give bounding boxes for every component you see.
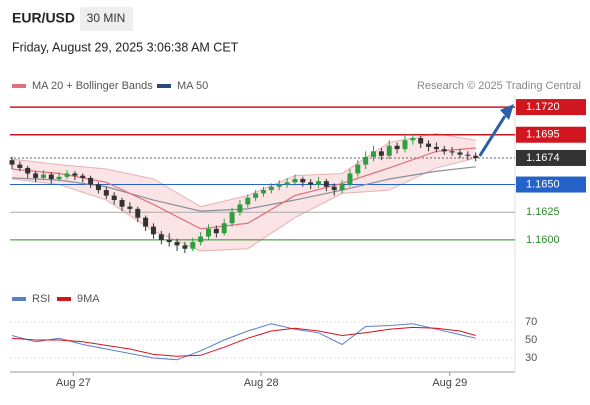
candle-body <box>48 174 54 179</box>
rsi-legend-label: RSI <box>32 293 50 305</box>
candle-body <box>268 186 274 191</box>
candle-body <box>363 156 369 165</box>
level-label: 1.1695 <box>526 129 560 141</box>
candle-body <box>331 186 337 191</box>
candle-body <box>402 140 408 150</box>
candle-body <box>378 151 384 156</box>
candle-body <box>261 190 266 194</box>
candle-body <box>410 138 416 141</box>
candle-body <box>323 181 329 187</box>
candle-body <box>221 223 227 234</box>
candle-body <box>347 173 353 185</box>
rsi-legend-label: 9MA <box>77 293 100 305</box>
datetime: Friday, August 29, 2025 3:06:38 AM CET <box>12 40 239 54</box>
candle-body <box>229 212 235 224</box>
candle-body <box>190 242 196 249</box>
level-box <box>516 126 586 143</box>
candle-body <box>316 181 322 185</box>
candle-body <box>355 164 361 174</box>
candle-body <box>80 175 86 178</box>
candle-body <box>245 197 251 205</box>
candle-body <box>119 200 125 207</box>
candle-body <box>33 173 39 178</box>
candle-body <box>292 179 298 183</box>
rsi-line <box>11 323 476 361</box>
candle-body <box>339 184 345 191</box>
bollinger-edge <box>11 157 476 252</box>
candle-body <box>418 138 424 144</box>
candle-body <box>166 239 172 243</box>
rsi-tick-label: 30 <box>525 352 537 364</box>
interval-box <box>80 7 133 31</box>
rsi-legend-swatch <box>12 297 26 301</box>
rsi-legend-swatch <box>57 297 71 301</box>
candle-body <box>72 173 78 176</box>
interval: 30 MIN <box>87 11 126 25</box>
candle-body <box>386 145 392 156</box>
forecast-arrow <box>478 115 507 157</box>
candle-body <box>17 164 23 168</box>
candle-body <box>143 217 149 227</box>
candle-body <box>135 208 141 218</box>
candle-body <box>237 204 243 213</box>
candle-body <box>276 184 282 187</box>
rsi-tick-label: 50 <box>525 334 537 346</box>
candle-body <box>205 228 211 237</box>
candle-body <box>457 152 463 155</box>
symbol: EUR/USD <box>12 10 75 26</box>
candle-body <box>213 228 219 234</box>
level-box <box>516 99 586 116</box>
level-label: 1.1674 <box>526 152 560 164</box>
level-label: 1.1650 <box>526 178 560 190</box>
candle-body <box>88 177 94 185</box>
candle-body <box>441 149 447 152</box>
candle-body <box>449 151 455 153</box>
candle-body <box>473 155 479 158</box>
level-label: 1.1720 <box>526 101 560 113</box>
candle-body <box>158 234 164 240</box>
candle-body <box>394 145 400 150</box>
rsi-line <box>11 326 476 357</box>
legend-label: MA 20 + Bollinger Bands <box>32 80 153 92</box>
candle-body <box>433 146 439 150</box>
candle-body <box>182 245 188 249</box>
legend-swatch <box>12 84 26 88</box>
level-label: 1.1625 <box>526 206 560 218</box>
bollinger-band <box>12 133 476 251</box>
x-tick-label: Aug 28 <box>244 377 279 389</box>
candle-body <box>25 167 31 174</box>
candle-body <box>127 206 133 209</box>
candle-body <box>371 151 377 157</box>
candle-body <box>40 174 46 178</box>
candle-body <box>426 143 432 147</box>
candle-body <box>308 182 314 185</box>
x-tick-label: Aug 27 <box>56 377 91 389</box>
credit: Research © 2025 Trading Central <box>417 80 581 92</box>
rsi-tick-label: 70 <box>525 316 537 328</box>
level-box <box>516 176 586 193</box>
candle-body <box>111 195 117 201</box>
level-label: 1.1600 <box>526 234 560 246</box>
candle-body <box>9 160 15 165</box>
candle-body <box>300 179 306 183</box>
candle-body <box>284 182 290 185</box>
candle-body <box>465 154 471 156</box>
candle-body <box>95 184 101 191</box>
candle-body <box>150 226 156 235</box>
candle-body <box>174 242 180 246</box>
forecast-arrowhead <box>500 104 514 120</box>
level-box <box>516 149 586 166</box>
x-tick-label: Aug 29 <box>432 377 467 389</box>
legend-swatch <box>157 84 171 88</box>
candle-body <box>64 173 70 177</box>
candle-body <box>103 190 109 196</box>
legend-label: MA 50 <box>177 80 208 92</box>
candle-body <box>253 193 259 198</box>
candle-body <box>198 236 204 243</box>
candle-body <box>56 176 62 179</box>
